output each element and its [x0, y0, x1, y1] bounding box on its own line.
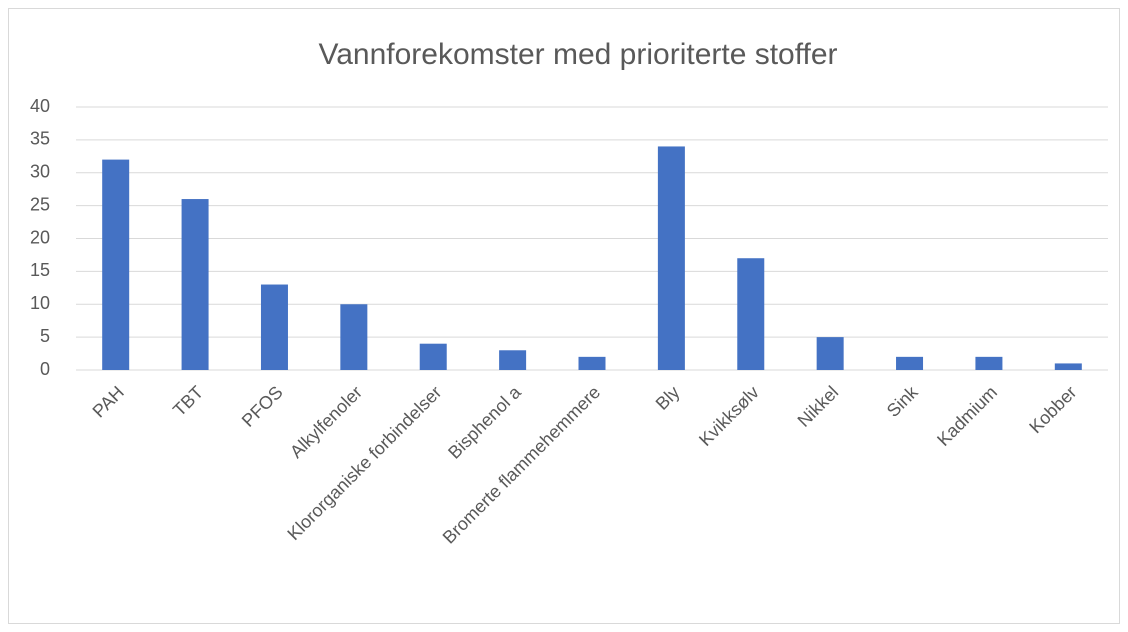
y-tick-label: 40	[30, 96, 50, 116]
bar	[499, 350, 527, 370]
bar	[181, 199, 209, 370]
y-tick-label: 30	[30, 162, 50, 182]
y-tick-label: 20	[30, 227, 50, 247]
y-tick-label: 35	[30, 129, 50, 149]
bar	[737, 258, 765, 370]
bar	[340, 304, 368, 370]
y-tick-label: 25	[30, 194, 50, 214]
y-tick-label: 15	[30, 260, 50, 280]
bar	[896, 356, 924, 370]
bar	[102, 159, 130, 370]
chart-title: Vannforekomster med prioriterte stoffer	[318, 38, 837, 71]
bar	[1054, 363, 1082, 370]
bar	[260, 284, 288, 370]
bar	[816, 337, 844, 370]
y-tick-label: 5	[40, 326, 50, 346]
chart-border	[8, 8, 1120, 624]
y-tick-label: 10	[30, 293, 50, 313]
bar	[419, 343, 447, 370]
bar	[578, 356, 606, 370]
bar	[975, 356, 1003, 370]
bar	[657, 146, 685, 370]
y-tick-label: 0	[40, 359, 50, 379]
